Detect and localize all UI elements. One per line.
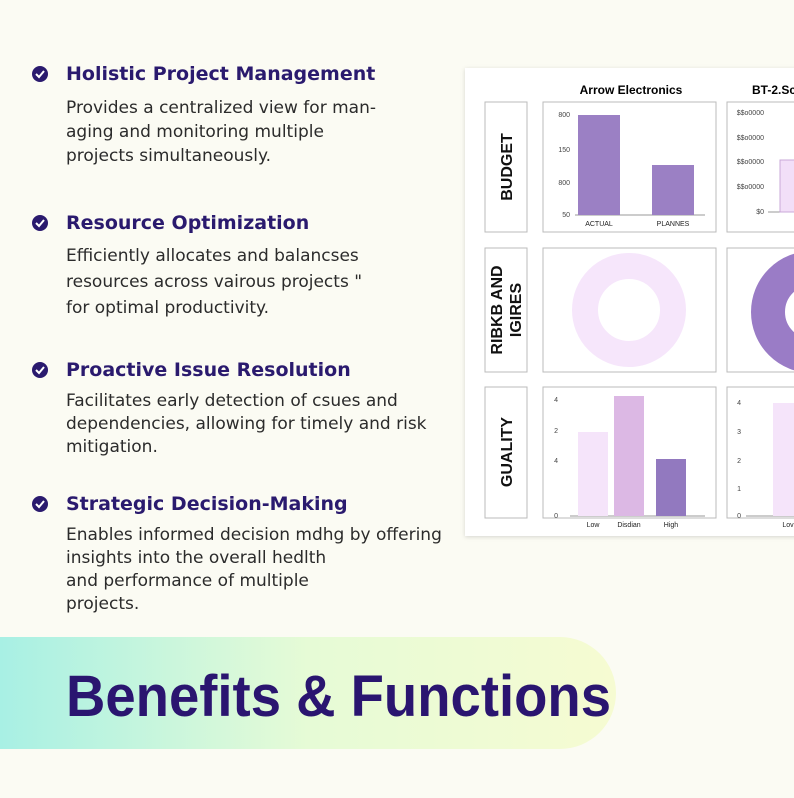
bar — [652, 165, 694, 215]
bar — [773, 403, 794, 516]
tick-label: $$o0000 — [737, 110, 764, 117]
row-label-box — [484, 101, 528, 233]
feature-text: Efficiently allocates and balancses — [66, 246, 359, 266]
feature-title: Strategic Decision-Making — [66, 493, 348, 515]
tick-label: 800 — [558, 180, 570, 187]
feature-text: aging and monitoring multiple — [66, 122, 324, 142]
feature: Proactive Issue Resolution Facilitates ea… — [32, 359, 427, 457]
tick-label: 2 — [554, 428, 558, 435]
feature-text: resources across vairous projects " — [66, 272, 362, 292]
tick-label: 1 — [737, 486, 741, 493]
feature-text: projects. — [66, 594, 139, 614]
bar — [614, 396, 644, 516]
tick-label: 4 — [554, 397, 558, 404]
check-mark — [35, 70, 45, 79]
tick-label: 3 — [737, 429, 741, 436]
category-label: Low — [587, 522, 601, 529]
feature-title: Proactive Issue Resolution — [66, 359, 351, 381]
bar — [656, 459, 686, 516]
tick-label: 0 — [737, 513, 741, 520]
feature-text: projects simultaneously. — [66, 146, 271, 166]
category-label: Disdian — [617, 522, 640, 529]
feature-text: Provides a centralized view for man- — [66, 98, 376, 118]
category-label: PLANNES — [657, 221, 690, 228]
tick-label: $0 — [756, 209, 764, 216]
feature-title: Resource Optimization — [66, 212, 309, 234]
feature-title: Holistic Project Management — [66, 63, 375, 85]
feature-text: insights into the overall hedlth — [66, 548, 326, 568]
tick-label: 800 — [558, 112, 570, 119]
feature-text: dependencies, allowing for timely and ri… — [66, 414, 427, 434]
banner-bg — [0, 637, 616, 749]
row-label: RIBKB AND — [489, 265, 506, 354]
check-icon — [32, 66, 48, 82]
tick-label: 2 — [737, 458, 741, 465]
bar — [578, 432, 608, 516]
row-label-box — [484, 386, 528, 519]
tick-label: 150 — [558, 147, 570, 154]
column-header: Arrow Electronics — [580, 83, 683, 97]
feature: Holistic Project Management Provides a ce… — [32, 63, 376, 166]
donut — [751, 253, 794, 371]
check-icon — [32, 215, 48, 231]
feature-text: Enables informed decision mdhg by offeri… — [66, 525, 442, 545]
check-icon — [32, 362, 48, 378]
row-label: IGIRES — [508, 283, 525, 338]
category-label: ACTUAL — [585, 221, 613, 228]
feature-text: for optimal productivity. — [66, 298, 269, 318]
tick-label: 0 — [554, 513, 558, 520]
check-mark — [35, 500, 45, 509]
row-label: GUALITY — [499, 417, 516, 488]
category-label: Lov — [782, 522, 794, 529]
feature: Resource Optimization Efficiently allocat… — [32, 212, 362, 318]
tick-label: $$o0000 — [737, 135, 764, 142]
feature: Strategic Decision-Making Enables informe… — [32, 493, 442, 614]
bar — [779, 159, 794, 213]
column-header: BT-2.Sc — [752, 83, 794, 97]
tick-label: 50 — [562, 212, 570, 219]
row-label: BUDGET — [499, 133, 516, 201]
tick-label: 4 — [737, 400, 741, 407]
check-icon — [32, 496, 48, 512]
banner-title: Benefits & Functions — [66, 664, 611, 729]
feature-text: mitigation. — [66, 437, 158, 457]
tick-label: $$o0000 — [737, 159, 764, 166]
check-mark — [35, 366, 45, 375]
check-mark — [35, 219, 45, 228]
category-label: High — [664, 522, 679, 529]
donut — [572, 253, 686, 367]
tick-label: $$o0000 — [737, 184, 764, 191]
feature-text: and performance of multiple — [66, 571, 309, 591]
dashboard: Arrow Electronics BT-2.Sc BUDGET RIBKB A… — [484, 83, 794, 529]
feature-text: Facilitates early detection of csues and — [66, 391, 398, 411]
row-label-box — [484, 247, 528, 373]
bar — [578, 115, 620, 215]
tick-label: 4 — [554, 458, 558, 465]
